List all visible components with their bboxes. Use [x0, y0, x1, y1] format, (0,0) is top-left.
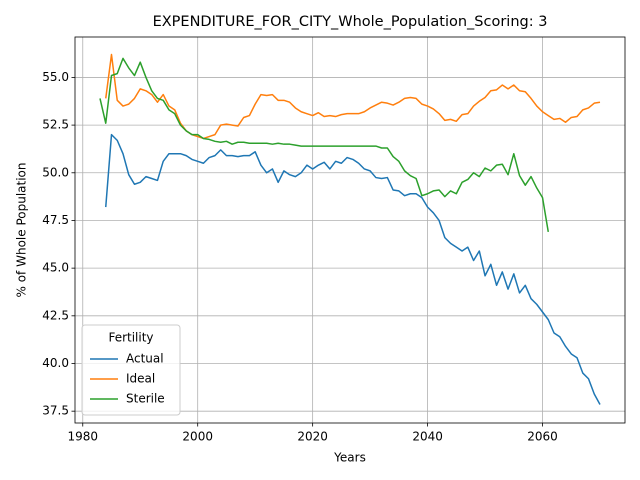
y-tick-label: 52.5 — [42, 118, 69, 132]
x-tick-label: 2040 — [412, 430, 443, 444]
x-tick-label: 1980 — [67, 430, 98, 444]
x-tick-label: 2000 — [182, 430, 213, 444]
y-tick-label: 55.0 — [42, 70, 69, 84]
y-tick-label: 47.5 — [42, 213, 69, 227]
y-tick-label: 42.5 — [42, 308, 69, 322]
legend-label: Sterile — [126, 392, 165, 406]
data-line — [105, 53, 601, 140]
legend-box — [81, 324, 181, 416]
data-line — [104, 133, 601, 405]
legend-label: Ideal — [126, 372, 155, 386]
data-line — [99, 57, 550, 233]
x-tick-label: 2020 — [297, 430, 328, 444]
chart-title: EXPENDITURE_FOR_CITY_Whole_Population_Sc… — [153, 14, 548, 30]
x-axis-label: Years — [333, 451, 366, 465]
legend-label: Actual — [126, 352, 164, 366]
y-tick-label: 37.5 — [42, 404, 69, 418]
y-axis-label: % of Whole Population — [15, 163, 29, 298]
x-tick-label: 2060 — [527, 430, 558, 444]
legend-title: Fertility — [108, 331, 153, 345]
y-tick-label: 50.0 — [42, 165, 69, 179]
y-tick-label: 45.0 — [42, 261, 69, 275]
plot-frame — [74, 36, 626, 424]
y-tick-label: 40.0 — [42, 356, 69, 370]
